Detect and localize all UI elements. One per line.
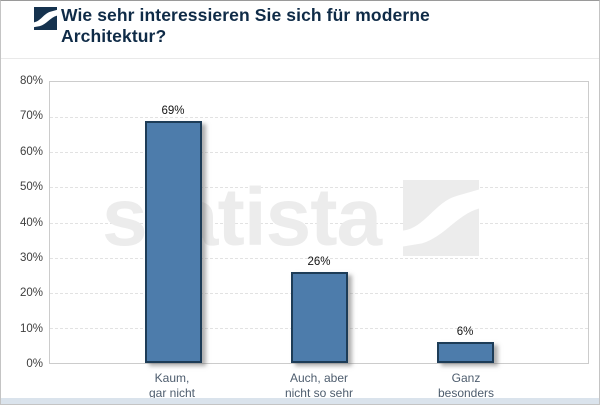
x-axis-labels: Kaum, gar nicht Auch, aber nicht so sehr Gan…: [49, 371, 589, 400]
bar: [436, 341, 494, 363]
x-axis-category-line: nicht so sehr: [284, 385, 354, 400]
y-axis-tick-label: 50%: [19, 181, 43, 194]
x-axis-category-line: Auch, aber: [289, 371, 349, 385]
bars-row: 69% 26% 6%: [50, 82, 588, 363]
x-axis-category-label: Auch, aber nicht so sehr: [246, 371, 392, 400]
y-axis-tick-label: 30%: [19, 251, 43, 264]
gridline: [50, 222, 588, 224]
bar: [144, 120, 202, 363]
statista-swoosh-icon: [34, 7, 57, 30]
y-axis-tick-label: 80%: [19, 75, 43, 87]
y-axis-tick-label: 60%: [19, 145, 43, 158]
y-axis-tick-label: 0%: [26, 358, 43, 370]
gridline: [50, 257, 588, 259]
y-axis-tick-label: 20%: [19, 287, 43, 300]
bar-value-label: 6%: [456, 325, 474, 338]
bar-column: 6%: [392, 82, 538, 363]
plot-area: statista 69% 26% 6%: [49, 81, 589, 364]
bar-column: 69%: [100, 82, 246, 363]
x-axis-category-line: gar nicht: [148, 385, 196, 400]
y-axis-tick-label: 40%: [19, 216, 43, 229]
gridline: [50, 187, 588, 189]
bar-value-label: 69%: [161, 104, 185, 117]
gridline: [50, 152, 588, 154]
x-axis-category-label: Kaum, gar nicht: [99, 371, 245, 400]
title-separator: [1, 58, 599, 59]
x-axis-category-label: Ganz besonders: [393, 371, 539, 400]
bar-value-label: 26%: [307, 255, 331, 268]
y-axis-tick-label: 70%: [19, 110, 43, 123]
bar-column: 26%: [246, 82, 392, 363]
x-axis-category-line: besonders: [437, 385, 495, 400]
title-bar: Wie sehr interessieren Sie sich für mode…: [34, 5, 511, 47]
x-axis-category-line: Ganz: [451, 371, 481, 385]
page-title: Wie sehr interessieren Sie sich für mode…: [61, 5, 430, 46]
bar: [290, 271, 348, 363]
y-axis: 80% 70% 60% 50% 40% 30% 20% 10% 0%: [1, 75, 43, 370]
gridline: [50, 117, 588, 119]
x-axis-category-line: Kaum,: [154, 371, 190, 385]
footer-strip: [1, 398, 599, 404]
y-axis-tick-label: 10%: [19, 322, 43, 335]
